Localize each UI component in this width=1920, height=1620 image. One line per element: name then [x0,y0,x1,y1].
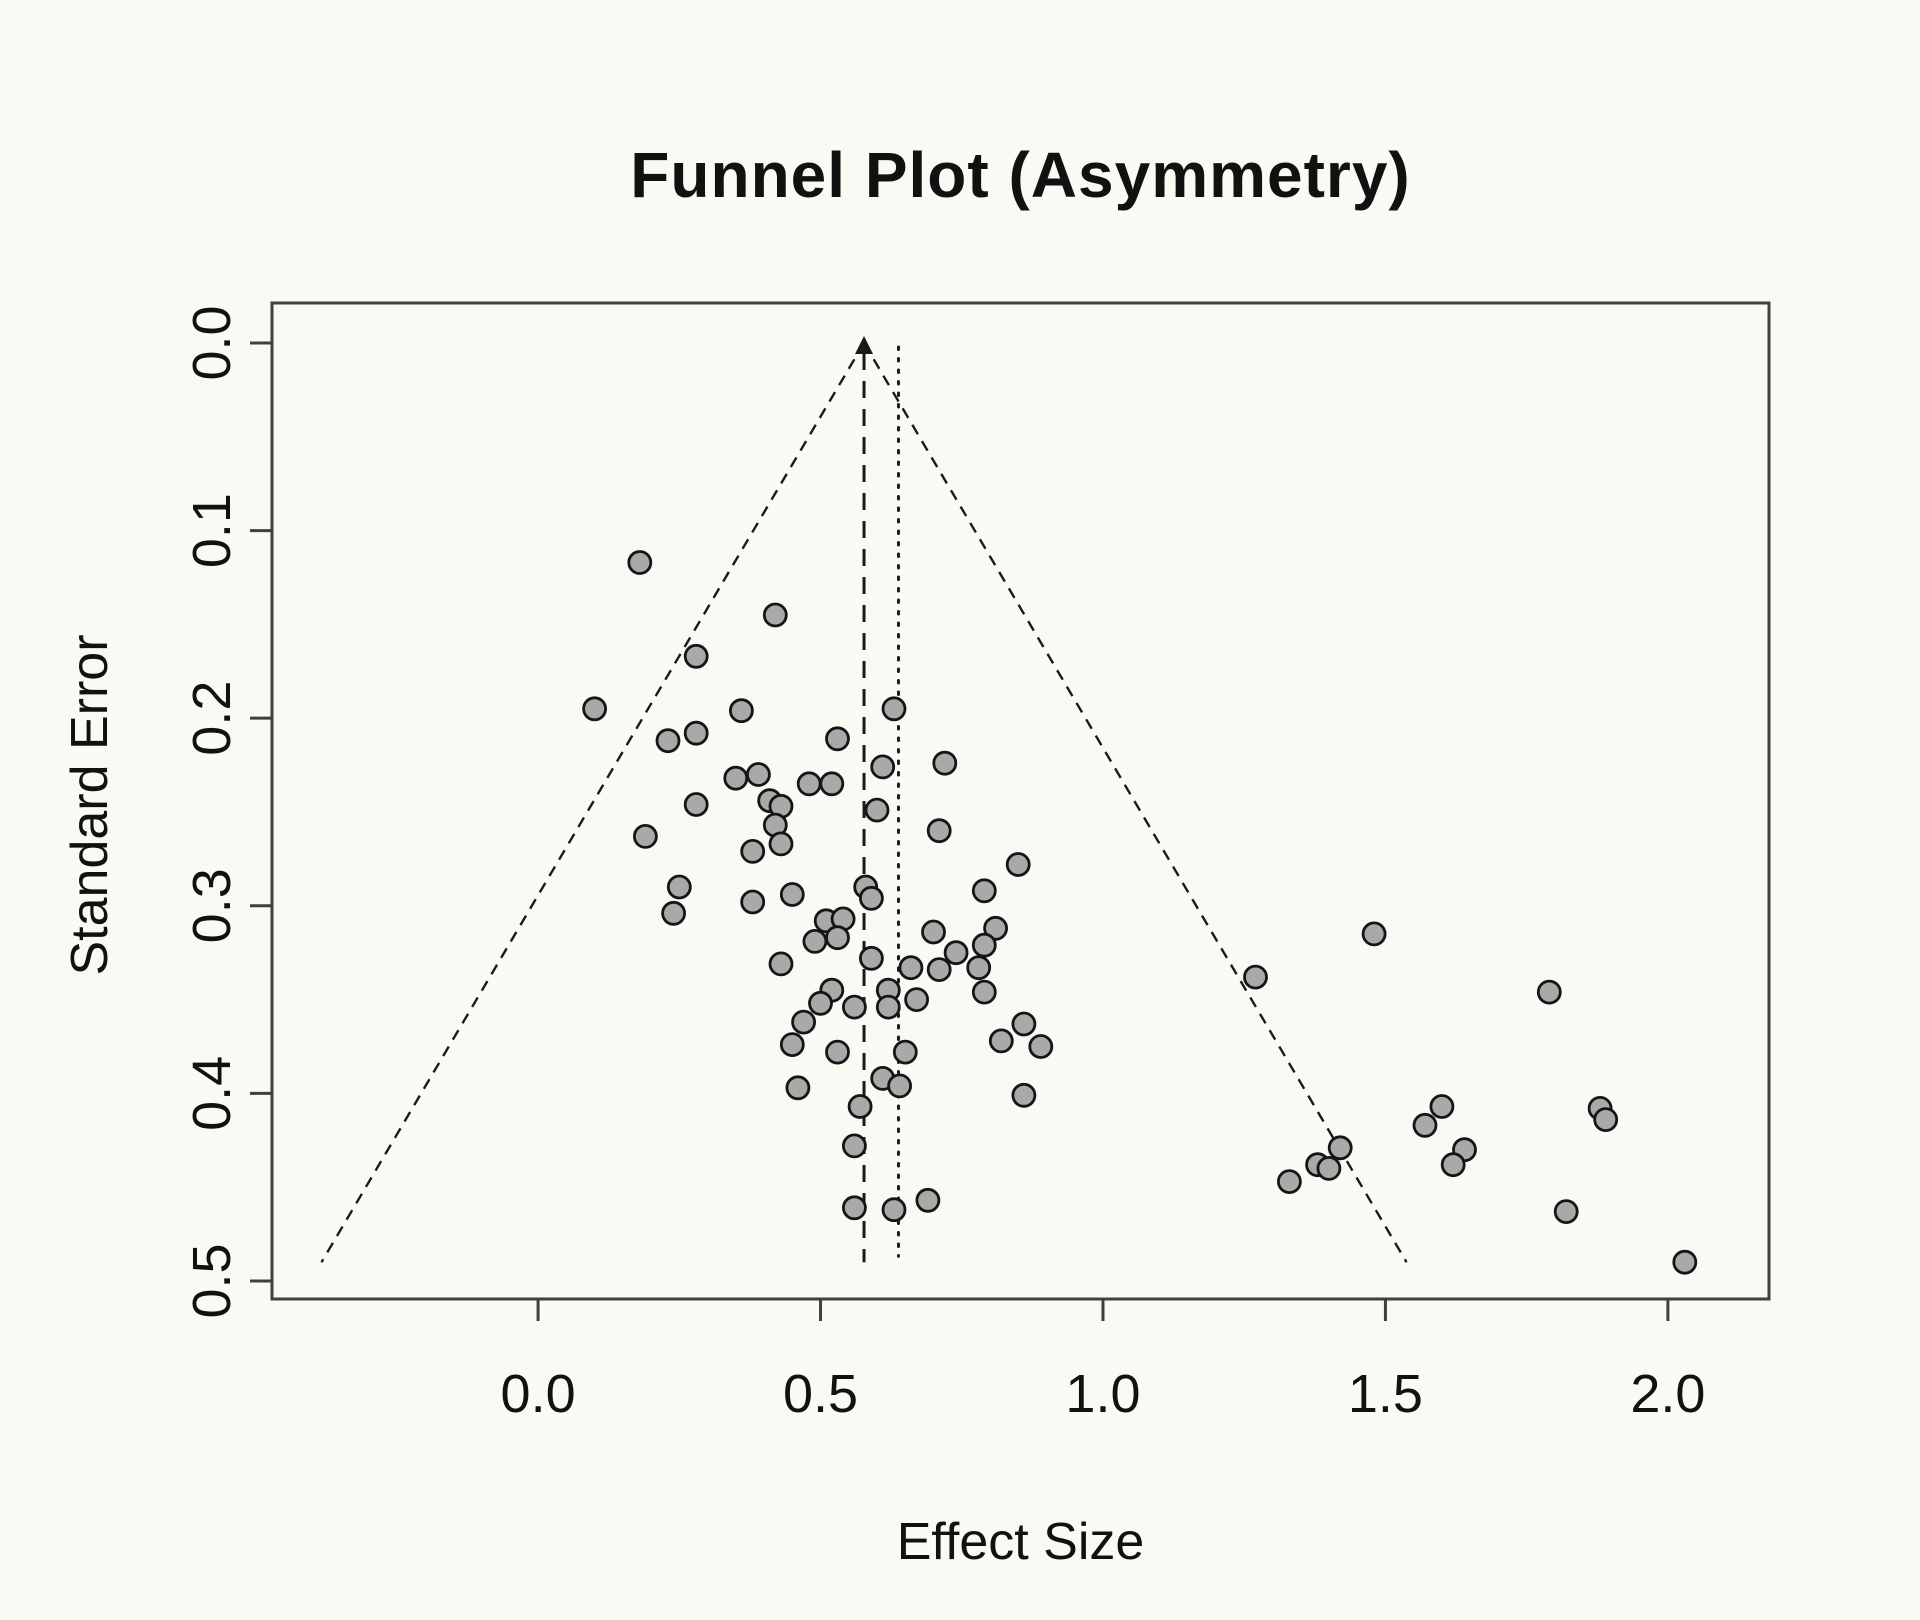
data-point [768,831,794,857]
y-tick-label: 0.1 [182,493,242,568]
y-tick-label: 0.4 [182,1056,242,1131]
data-point [683,643,709,669]
data-point [971,932,997,958]
data-point [661,900,686,926]
data-point [683,720,709,746]
data-point [825,726,850,752]
data-point [1429,1094,1455,1119]
data-point [779,1032,805,1057]
data-point [768,951,794,977]
data-point [842,1133,867,1159]
data-point [926,957,952,982]
data-point [842,1195,867,1221]
data-point [926,818,952,844]
data-point [904,987,929,1012]
data-point [1243,964,1268,990]
data-point [1672,1249,1698,1275]
data-point [1593,1107,1619,1132]
data-point [1553,1199,1579,1224]
data-point [1277,1169,1302,1194]
data-point [842,994,867,1020]
data-point [859,885,884,911]
data-point [881,696,907,722]
data-point [887,1073,912,1099]
y-tick-label: 0.5 [182,1243,242,1318]
y-tick-label: 0.0 [182,305,242,380]
data-point [633,824,658,849]
data-point [802,929,828,954]
funnel-right-line [862,342,1408,1263]
data-point [655,728,681,754]
x-axis-label: Effect Size [896,1513,1145,1571]
y-tick-label: 0.2 [182,681,242,756]
data-point [932,750,958,776]
funnel-reference-lines [320,335,1408,1263]
data-point [627,550,653,575]
data-point [898,955,924,981]
data-point [796,771,822,797]
data-point [1327,1135,1353,1161]
data-point [819,771,845,797]
data-point [881,1197,907,1223]
data-point [1536,979,1562,1005]
data-point [666,874,692,900]
data-point [1440,1152,1466,1178]
plot-frame [270,301,1771,1301]
data-point [983,915,1008,941]
data-point [791,1009,816,1035]
data-point [779,882,805,907]
funnel-left-line [320,342,866,1263]
data-point [746,762,771,787]
axis-ticks: 0.0 0.5 1.0 1.5 2.0 0.0 0.1 0.2 0.3 0.4 0.5 [182,305,1705,1424]
data-point [1011,1082,1037,1108]
data-point [808,990,833,1016]
data-point [892,1039,918,1065]
data-point [864,797,890,823]
data-point [847,1094,873,1119]
data-point [943,940,969,966]
data-point [683,792,709,817]
data-point [762,602,788,628]
data-point [971,878,997,904]
data-point [825,1039,850,1065]
data-point [740,839,766,864]
data-point [582,696,607,722]
x-tick-label: 2.0 [1630,1364,1705,1424]
x-tick-label: 1.5 [1348,1364,1423,1424]
data-point [966,955,992,981]
apex-arrowhead [855,335,874,354]
data-point [988,1028,1014,1054]
data-point [1361,921,1387,947]
data-point [859,945,884,971]
x-tick-label: 1.0 [1065,1364,1140,1424]
x-tick-label: 0.0 [501,1364,576,1424]
plot-border [270,301,1771,1301]
data-point [825,925,850,951]
page-title: Funnel Plot (Asymmetry) [630,139,1411,211]
data-point [1005,852,1031,877]
data-point [723,765,749,791]
data-point [729,698,754,724]
y-tick-label: 0.3 [182,868,242,943]
data-point [740,889,766,915]
data-point [870,754,896,780]
data-point [1028,1034,1054,1059]
y-axis-label: Standard Error [61,634,119,976]
data-point [875,994,901,1020]
data-point [1316,1156,1342,1181]
data-point [785,1075,811,1101]
data-point [971,979,997,1005]
data-point [1412,1112,1438,1138]
data-point [915,1187,941,1213]
data-point [921,919,946,945]
scatter-points [582,550,1698,1275]
data-point [1011,1011,1037,1037]
x-tick-label: 0.5 [783,1364,858,1424]
